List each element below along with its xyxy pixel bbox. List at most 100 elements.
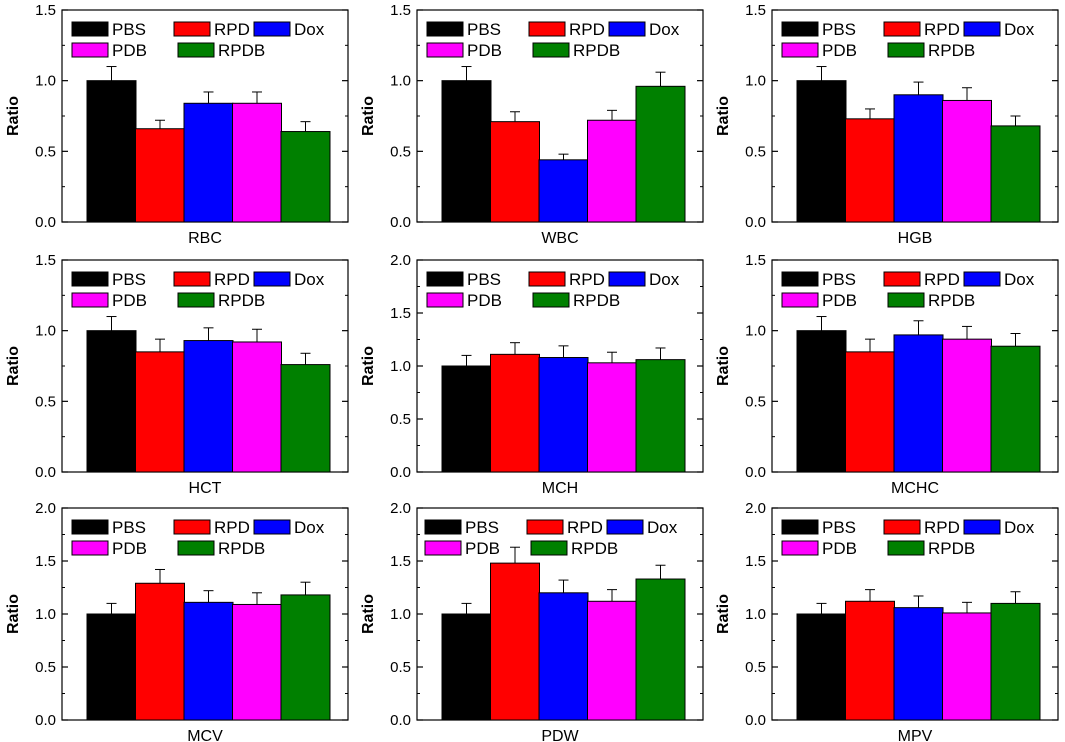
bar-rpd <box>135 128 185 223</box>
panel-pdw: 0.0 0.5 1.0 1.5 2.0 Ratio PDW PBS RPD Dox PDB RPDB <box>360 500 704 742</box>
y-axis-label: Ratio <box>5 96 22 136</box>
legend-swatch-pdb <box>426 292 464 308</box>
legend-swatch-dox <box>608 21 646 37</box>
y-tick-label: 1.5 <box>35 2 56 19</box>
legend-label-dox: Dox <box>294 270 325 289</box>
bar-rpdb <box>990 125 1041 223</box>
legend-swatch-pbs <box>781 21 819 37</box>
x-axis-label: MPV <box>898 728 933 742</box>
legend-swatch-rpdb <box>177 42 215 58</box>
bar-pbs <box>86 613 137 721</box>
y-tick-label: 2.0 <box>390 500 411 517</box>
y-tick-label: 0.0 <box>745 712 766 729</box>
legend-swatch-pdb <box>424 540 462 556</box>
x-axis-label: MCV <box>187 728 223 742</box>
legend-swatch-rpdb <box>530 540 568 556</box>
y-tick-label: 0.0 <box>745 214 766 231</box>
legend-swatch-dox <box>963 21 1001 37</box>
x-axis-label: MCHC <box>891 480 939 497</box>
bar-rpd <box>845 351 895 473</box>
legend-label-dox: Dox <box>649 20 680 39</box>
legend-swatch-rpdb <box>532 292 570 308</box>
legend-label-pbs: PBS <box>467 270 501 289</box>
y-tick-label: 0.0 <box>745 464 766 481</box>
legend-label-rpd: RPD <box>214 518 250 537</box>
legend-swatch-dox <box>253 21 291 37</box>
bar-pdb <box>942 338 992 473</box>
y-tick-label: 1.5 <box>390 553 411 570</box>
legend-swatch-pdb <box>781 540 819 556</box>
x-axis-label: MCH <box>542 480 578 497</box>
x-axis-label: RBC <box>188 230 222 247</box>
x-axis-label: PDW <box>541 728 579 742</box>
bar-dox <box>893 94 944 223</box>
bar-rpdb <box>280 364 331 473</box>
y-tick-label: 1.0 <box>390 73 411 90</box>
bar-pbs <box>796 613 847 721</box>
bar-rpdb <box>280 131 331 223</box>
bar-pbs <box>796 80 847 223</box>
legend-label-rpdb: RPDB <box>573 41 620 60</box>
bar-pdb <box>587 362 637 473</box>
bar-dox <box>893 334 944 473</box>
legend-swatch-rpdb <box>177 540 215 556</box>
legend-label-rpd: RPD <box>569 270 605 289</box>
legend-swatch-pbs <box>426 271 464 287</box>
bar-pbs <box>86 80 137 223</box>
legend-swatch-pdb <box>71 540 109 556</box>
panel-rbc: 0.0 0.5 1.0 1.5 Ratio RBC PBS RPD Dox PDB RPDB <box>5 2 349 247</box>
legend-swatch-pbs <box>71 519 109 535</box>
y-tick-label: 0.5 <box>390 411 411 428</box>
y-axis-label: Ratio <box>5 594 22 634</box>
legend-swatch-rpd <box>883 271 921 287</box>
legend-swatch-dox <box>253 519 291 535</box>
legend-label-rpd: RPD <box>214 270 250 289</box>
x-axis-label: WBC <box>541 230 578 247</box>
panel-hct: 0.0 0.5 1.0 1.5 Ratio HCT PBS RPD Dox PDB RPDB <box>5 252 349 497</box>
legend-swatch-pdb <box>71 292 109 308</box>
legend-label-rpdb: RPDB <box>571 539 618 558</box>
legend-swatch-dox <box>608 271 646 287</box>
bar-pbs <box>86 330 137 473</box>
y-tick-label: 1.5 <box>390 2 411 19</box>
legend-label-pdb: PDB <box>822 539 857 558</box>
y-tick-label: 1.0 <box>745 73 766 90</box>
legend-label-pbs: PBS <box>467 20 501 39</box>
legend-label-dox: Dox <box>649 270 680 289</box>
y-tick-label: 1.5 <box>745 2 766 19</box>
y-axis-label: Ratio <box>360 594 377 634</box>
bar-pdb <box>232 603 282 721</box>
y-tick-label: 1.0 <box>390 606 411 623</box>
y-tick-label: 1.5 <box>745 553 766 570</box>
legend-label-rpdb: RPDB <box>928 539 975 558</box>
legend-swatch-rpd <box>173 271 211 287</box>
y-tick-label: 0.5 <box>390 659 411 676</box>
legend-swatch-rpd <box>883 519 921 535</box>
legend-label-pbs: PBS <box>112 518 146 537</box>
legend-label-dox: Dox <box>1004 518 1035 537</box>
panel-mpv: 0.0 0.5 1.0 1.5 2.0 Ratio MPV PBS RPD Dox PDB RPDB <box>715 500 1059 742</box>
legend-swatch-rpdb <box>887 540 925 556</box>
bar-dox <box>538 159 589 223</box>
y-axis-label: Ratio <box>360 346 377 386</box>
legend-label-rpd: RPD <box>214 20 250 39</box>
y-tick-label: 2.0 <box>745 500 766 517</box>
bar-dox <box>183 340 234 473</box>
legend-label-rpdb: RPDB <box>573 291 620 310</box>
legend-label-rpdb: RPDB <box>928 291 975 310</box>
y-tick-label: 0.0 <box>390 712 411 729</box>
bar-rpdb <box>635 578 686 721</box>
y-tick-label: 1.5 <box>390 305 411 322</box>
y-tick-label: 1.5 <box>35 553 56 570</box>
bar-pbs <box>441 365 492 473</box>
legend-label-pbs: PBS <box>822 518 856 537</box>
bar-pdb <box>942 99 992 223</box>
bar-rpd <box>845 600 895 721</box>
y-tick-label: 0.0 <box>35 712 56 729</box>
bar-rpd <box>135 582 185 721</box>
legend-swatch-dox <box>963 271 1001 287</box>
bar-dox <box>183 601 234 721</box>
legend-label-dox: Dox <box>294 518 325 537</box>
legend-swatch-rpdb <box>887 42 925 58</box>
legend-label-pdb: PDB <box>467 41 502 60</box>
